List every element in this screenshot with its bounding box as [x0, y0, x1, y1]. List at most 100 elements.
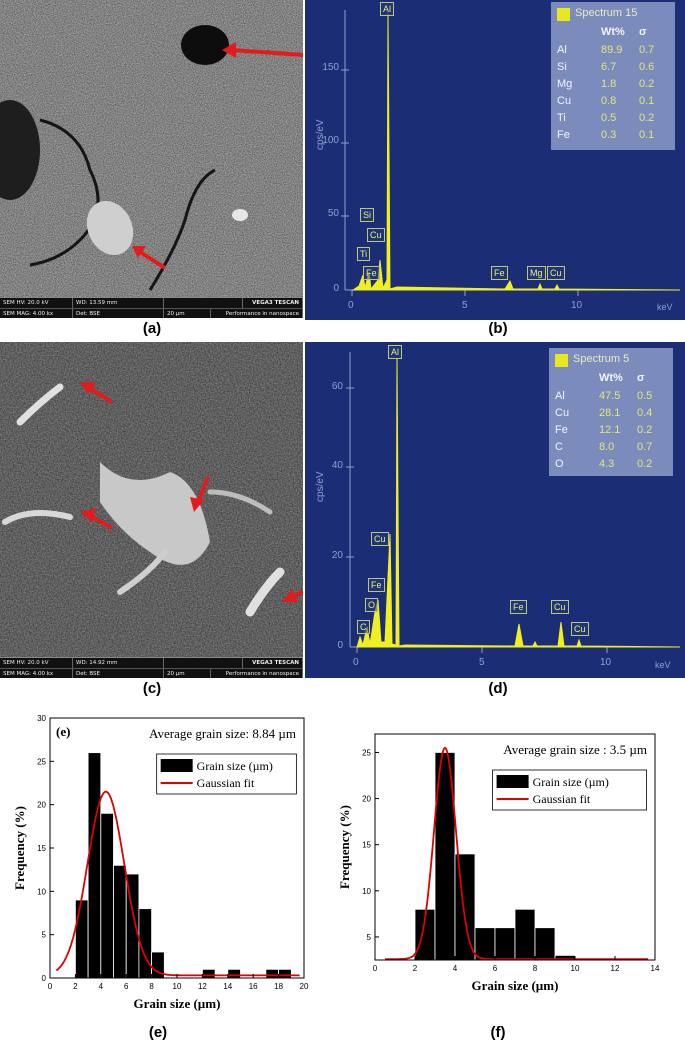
y-tick-label: 15 — [362, 841, 371, 850]
sigma-value: 0.2 — [637, 424, 653, 436]
y-tick-label: 20 — [362, 795, 371, 804]
sigma-value: 0.7 — [639, 44, 655, 56]
y-tick-label: 5 — [42, 931, 47, 940]
wt-value: 28.1 — [599, 407, 621, 419]
peak-label: Al — [380, 2, 395, 16]
sem-scale-ruler — [164, 658, 243, 668]
histogram-chart-f: 0 2 4 6 8 10 12 14 5 10 15 20 25 Grain size (µm) Frequ… — [337, 733, 660, 993]
eds-row: Fe 0.3 0.1 — [557, 129, 672, 145]
y-axis-label: Frequency (%) — [12, 806, 27, 890]
x-tick-label: 14 — [223, 982, 232, 991]
eds-row: Mg 1.8 0.2 — [557, 78, 672, 94]
caption-c: (c) — [142, 680, 162, 697]
x-tick-label: 4 — [99, 982, 104, 991]
sem-image-c: SEM HV: 20.0 kV WD: 14.92 mm VEGA3 TESCA… — [0, 342, 303, 678]
peak-label: Cu — [547, 266, 565, 280]
eds-row: C 8.0 0.7 — [555, 441, 670, 457]
gaussian-fit-line — [55, 790, 300, 977]
y-tick-label: 20 — [37, 801, 46, 810]
col-wt: Wt% — [599, 372, 623, 384]
element-symbol: Fe — [557, 129, 570, 141]
legend-label: Gaussian fit — [533, 792, 591, 806]
sem-info-bar-c: SEM HV: 20.0 kV WD: 14.92 mm VEGA3 TESCA… — [0, 657, 303, 678]
col-sigma: σ — [637, 372, 645, 384]
wt-value: 8.0 — [599, 441, 615, 453]
wt-value: 4.3 — [599, 458, 615, 470]
average-grain-size-annotation: Average grain size: 8.84 µm — [149, 726, 296, 741]
col-sigma: σ — [639, 26, 647, 38]
sem-perf: Performance in nanospace — [211, 669, 303, 678]
element-symbol: Mg — [557, 78, 573, 90]
eds-ytick: 40 — [331, 460, 343, 471]
eds-row: Ti 0.5 0.2 — [557, 112, 672, 128]
arrows-a — [132, 42, 303, 270]
gaussian-fit-line — [385, 746, 648, 960]
x-tick-label: 8 — [533, 964, 538, 973]
sigma-value: 0.5 — [637, 390, 653, 402]
sem-image-a: SEM HV: 20.0 kV WD: 13.59 mm VEGA3 TESCA… — [0, 0, 303, 318]
eds-xtick: 5 — [479, 657, 485, 668]
x-axis-label: Grain size (µm) — [134, 996, 221, 1011]
y-tick-label: 5 — [367, 933, 372, 942]
eds-spectrum-b: cps/eV 50 100 150 0 0 5 10 keV Al Si Cu … — [305, 0, 685, 320]
element-symbol: C — [555, 441, 563, 453]
peak-label: Fe — [491, 266, 508, 280]
eds-xunit: keV — [655, 660, 671, 670]
sem-wd: WD: 13.59 mm — [73, 298, 164, 308]
caption-a: (a) — [142, 320, 162, 337]
peak-label: Mg — [527, 266, 546, 280]
y-tick-label: 25 — [37, 757, 46, 766]
histogram-bar — [87, 752, 102, 979]
x-tick-label: 0 — [48, 982, 53, 991]
peak-label: O — [365, 598, 379, 612]
spectrum-swatch — [555, 354, 568, 367]
caption-f: (f) — [490, 1024, 506, 1041]
element-symbol: Fe — [555, 424, 568, 436]
legend-label: Grain size (µm) — [533, 775, 609, 789]
wt-value: 6.7 — [601, 61, 617, 73]
histogram-bar — [514, 908, 536, 961]
eds-spectrum-d: cps/eV 0 20 40 60 0 5 10 keV Al Cu Fe O … — [305, 342, 685, 678]
y-tick-label: 0 — [42, 974, 47, 983]
peak-label: Fe — [368, 578, 385, 592]
sigma-value: 0.2 — [639, 78, 655, 90]
caption-b: (b) — [488, 320, 508, 337]
spectrum-title: Spectrum 15 — [575, 7, 638, 19]
sigma-value: 0.2 — [639, 112, 655, 124]
eds-xtick: 5 — [462, 300, 468, 311]
col-wt: Wt% — [601, 26, 625, 38]
eds-xtick: 10 — [571, 300, 583, 311]
element-symbol: Cu — [557, 95, 572, 107]
peak-label: Al — [388, 345, 403, 359]
sem-mag: SEM MAG: 4.00 kx — [0, 309, 73, 318]
eds-plot-d — [346, 352, 681, 653]
histogram-bar — [534, 927, 556, 961]
element-symbol: Cu — [555, 407, 570, 419]
eds-row: Cu 0.8 0.1 — [557, 95, 672, 111]
sem-brand: VEGA3 TESCAN — [243, 658, 303, 668]
element-symbol: Al — [557, 44, 567, 56]
histogram-bar — [265, 968, 279, 979]
y-tick-label: 30 — [37, 714, 46, 723]
legend-swatch-bars — [496, 775, 529, 788]
peak-label: Fe — [510, 600, 527, 614]
histogram-chart-e: 0 2 4 6 8 10 12 14 16 18 20 0 5 10 15 20 25 30 Grain size … — [12, 714, 309, 1011]
x-tick-label: 6 — [124, 982, 129, 991]
wt-value: 1.8 — [601, 78, 617, 90]
eds-ytick: 50 — [327, 208, 339, 219]
y-tick-label: 10 — [37, 887, 46, 896]
spectrum-swatch — [557, 8, 570, 21]
eds-result-table-d: Spectrum 5 Wt% σ Al 47.5 0.5 Cu 28.1 0.4 Fe 12.… — [549, 348, 673, 476]
eds-row: Cu 28.1 0.4 — [555, 407, 670, 423]
x-tick-label: 2 — [413, 964, 418, 973]
eds-row: O 4.3 0.2 — [555, 458, 670, 474]
element-symbol: Ti — [557, 112, 566, 124]
plot-frame — [374, 733, 656, 961]
histogram-bar — [113, 864, 127, 979]
eds-ytick: 0 — [337, 640, 343, 651]
x-tick-label: 6 — [493, 964, 498, 973]
spectrum-title: Spectrum 5 — [573, 353, 630, 365]
x-tick-label: 12 — [611, 964, 620, 973]
element-symbol: O — [555, 458, 564, 470]
wt-value: 0.5 — [601, 112, 617, 124]
